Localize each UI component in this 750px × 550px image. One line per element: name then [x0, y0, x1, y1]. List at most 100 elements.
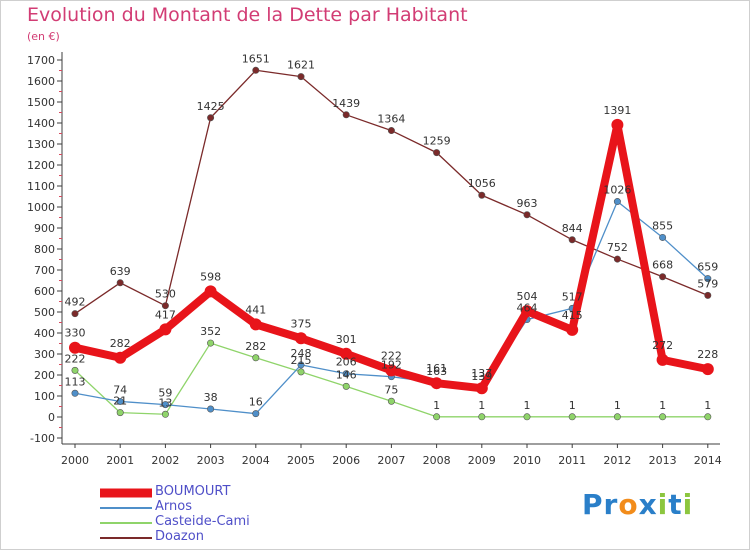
- data-point: [340, 347, 353, 360]
- data-point: [71, 389, 79, 397]
- data-point: [161, 410, 169, 418]
- data-label: 415: [562, 309, 583, 322]
- data-label: 1: [524, 399, 531, 412]
- data-label: 113: [65, 375, 86, 388]
- data-point: [297, 368, 305, 376]
- y-tick-label: 100: [34, 390, 55, 403]
- data-point: [207, 114, 215, 122]
- data-point: [523, 211, 531, 219]
- data-point: [161, 401, 169, 409]
- y-tick-label: 1700: [27, 54, 55, 67]
- data-point: [475, 382, 488, 395]
- data-label: 272: [652, 339, 673, 352]
- data-point: [71, 310, 79, 318]
- data-label: 215: [291, 354, 312, 367]
- data-point: [611, 118, 624, 131]
- x-tick-label: 2006: [332, 454, 360, 467]
- data-label: 752: [607, 241, 628, 254]
- data-point: [297, 361, 305, 369]
- data-point: [297, 73, 305, 81]
- data-point: [430, 377, 443, 390]
- x-tick-label: 2012: [603, 454, 631, 467]
- data-point: [613, 198, 621, 206]
- data-label: 74: [113, 383, 127, 396]
- data-label: 659: [697, 261, 718, 274]
- data-label: 417: [155, 308, 176, 321]
- y-tick-label: 500: [34, 306, 55, 319]
- x-tick-label: 2000: [61, 454, 89, 467]
- data-point: [387, 397, 395, 405]
- data-label: 1621: [287, 59, 315, 72]
- data-point: [116, 409, 124, 417]
- legend-swatch: [100, 506, 152, 509]
- data-point: [207, 405, 215, 413]
- data-label: 844: [562, 222, 583, 235]
- data-label: 1391: [603, 104, 631, 117]
- x-tick-label: 2005: [287, 454, 315, 467]
- x-tick-label: 2009: [468, 454, 496, 467]
- data-point: [387, 127, 395, 135]
- legend-label: Casteide-Cami: [155, 514, 250, 529]
- logo-letter: t: [668, 488, 683, 521]
- data-label: 668: [652, 259, 673, 272]
- data-label: 21: [113, 395, 127, 408]
- data-label: 282: [245, 340, 266, 353]
- data-point: [659, 233, 667, 241]
- data-label: 1651: [242, 52, 270, 65]
- data-label: 1: [569, 399, 576, 412]
- chart-title: Evolution du Montant de la Dette par Hab…: [27, 4, 468, 26]
- data-point: [385, 364, 398, 377]
- data-label: 517: [562, 290, 583, 303]
- data-point: [116, 279, 124, 287]
- data-label: 855: [652, 219, 673, 232]
- x-tick-label: 2014: [694, 454, 722, 467]
- data-label: 248: [291, 347, 312, 360]
- data-label: 301: [336, 333, 357, 346]
- data-label: 579: [697, 277, 718, 290]
- data-point: [701, 363, 714, 376]
- data-label: 639: [110, 265, 131, 278]
- y-tick-label: -100: [30, 432, 55, 445]
- data-label: 1: [478, 399, 485, 412]
- data-point: [71, 366, 79, 374]
- x-tick-label: 2002: [151, 454, 179, 467]
- data-label: 504: [517, 290, 538, 303]
- x-tick-label: 2013: [649, 454, 677, 467]
- y-tick-label: 1300: [27, 138, 55, 151]
- data-point: [704, 413, 712, 421]
- data-label: 16: [249, 396, 263, 409]
- legend-label: BOUMOURT: [155, 484, 231, 499]
- x-tick-label: 2010: [513, 454, 541, 467]
- data-label: 222: [381, 349, 402, 362]
- data-point: [433, 149, 441, 157]
- data-label: 963: [517, 197, 538, 210]
- data-label: 1026: [603, 184, 631, 197]
- data-label: 1259: [423, 135, 451, 148]
- data-label: 222: [65, 352, 86, 365]
- data-point: [252, 354, 260, 362]
- data-point: [704, 291, 712, 299]
- y-tick-label: 900: [34, 222, 55, 235]
- y-tick-label: 1500: [27, 96, 55, 109]
- legend-swatch: [100, 488, 152, 497]
- data-point: [342, 382, 350, 390]
- data-point: [613, 255, 621, 263]
- data-label: 1425: [197, 100, 225, 113]
- data-point: [295, 332, 307, 345]
- data-label: 352: [200, 325, 221, 338]
- logo-letter: x: [638, 488, 658, 521]
- x-tick-label: 2003: [197, 454, 225, 467]
- data-point: [69, 341, 81, 354]
- data-point: [204, 285, 217, 298]
- data-label: 1439: [332, 97, 360, 110]
- data-point: [659, 273, 667, 281]
- data-label: 1364: [377, 113, 405, 126]
- data-point: [342, 370, 350, 378]
- logo-letter: i: [682, 488, 694, 521]
- data-label: 13: [158, 396, 172, 409]
- data-point: [613, 413, 621, 421]
- data-point: [252, 410, 260, 418]
- data-label: 1: [704, 399, 711, 412]
- data-point: [249, 318, 262, 331]
- legend-swatch: [100, 521, 152, 524]
